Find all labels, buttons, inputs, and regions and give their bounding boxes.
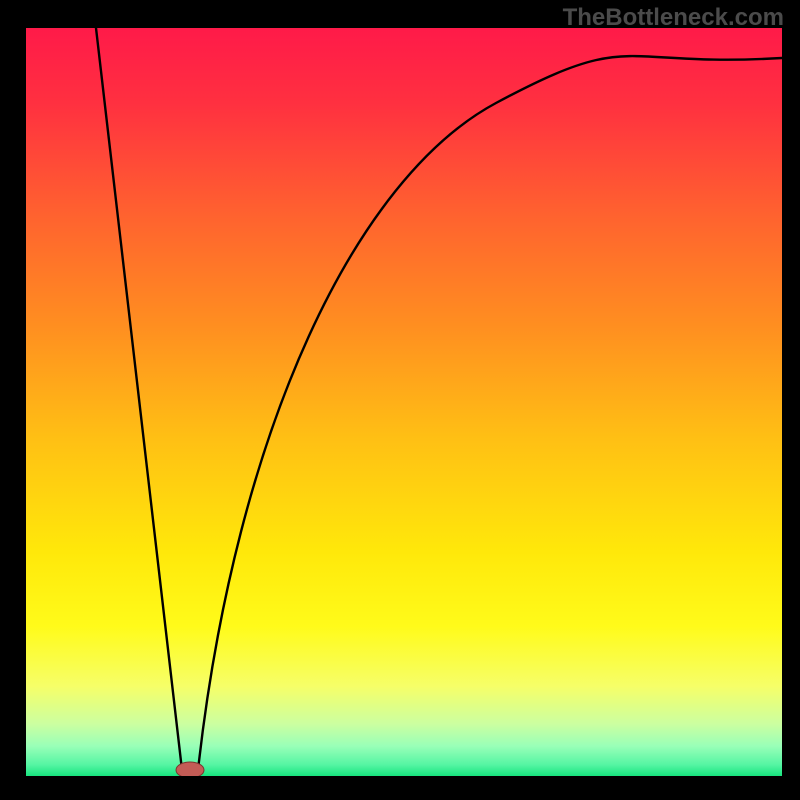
bottleneck-curve (96, 28, 782, 772)
curve-overlay (26, 28, 782, 776)
optimal-point-marker (176, 762, 204, 776)
plot-area (26, 28, 782, 776)
chart-container: TheBottleneck.com (0, 0, 800, 800)
watermark-text: TheBottleneck.com (563, 4, 784, 32)
